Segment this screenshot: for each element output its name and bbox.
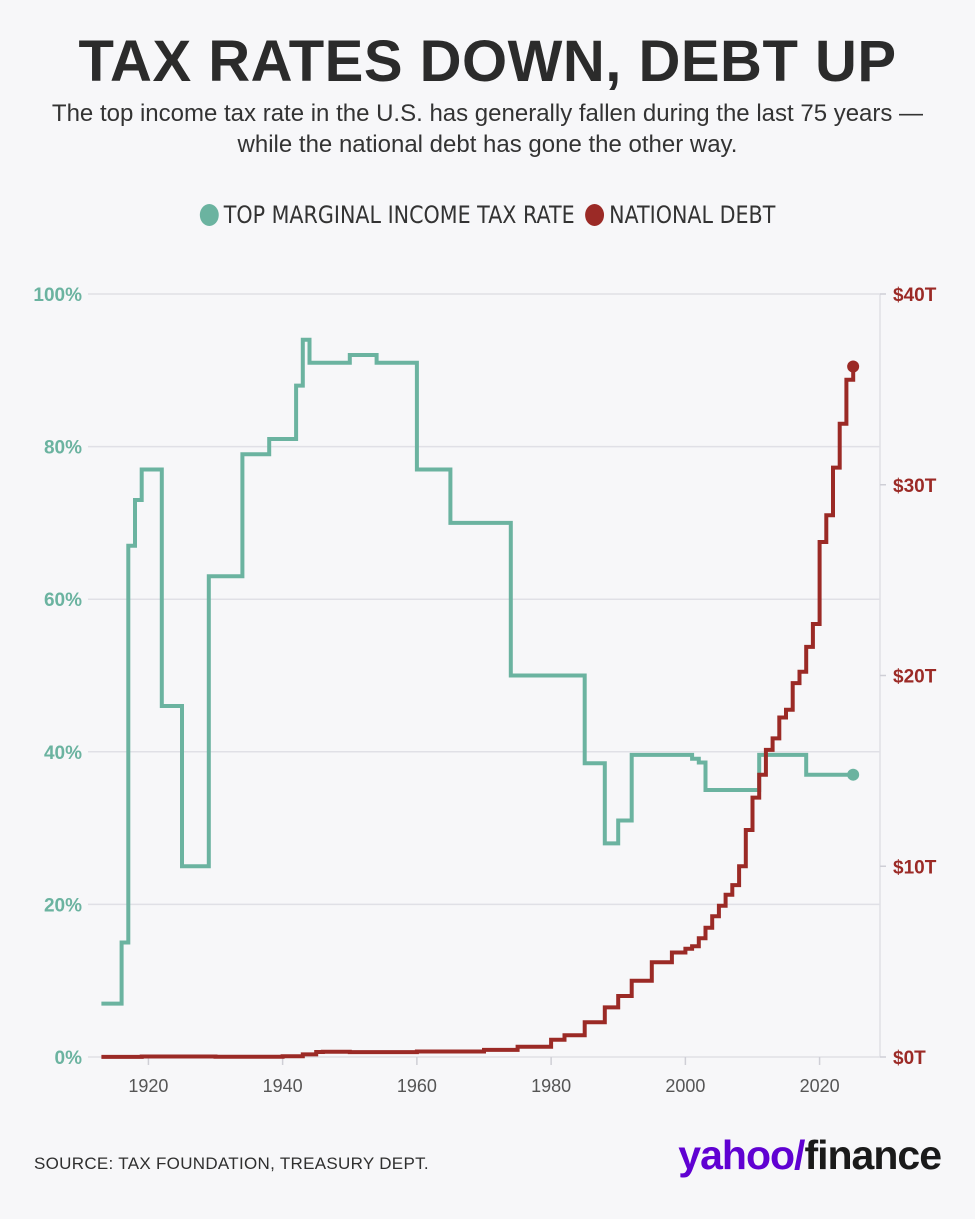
chart-area: 0% 20% 40% 60% 80% 100% $0T $10T $20T $30T $40T 192… xyxy=(33,285,937,1096)
tax-rate-end-point xyxy=(847,768,860,781)
right-axis-tick-label: $40T xyxy=(893,285,937,306)
chart-title: TAX RATES DOWN, DEBT UP xyxy=(78,29,897,94)
left-axis-tick-label: 80% xyxy=(44,438,82,459)
logo-slash: / xyxy=(794,1132,805,1178)
right-axis-tick-label: $0T xyxy=(893,1048,926,1069)
right-axis-tick-label: $20T xyxy=(893,667,937,688)
national-debt-legend-dot xyxy=(585,204,604,226)
left-axis-tick-label: 0% xyxy=(55,1048,83,1069)
x-axis-tick-label: 2000 xyxy=(665,1076,705,1096)
left-axis-tick-label: 20% xyxy=(44,895,82,916)
tax-rate-legend-dot xyxy=(199,204,219,226)
left-axis-tick-label: 40% xyxy=(44,743,82,764)
legend-item-national-debt: NATIONAL DEBT xyxy=(585,201,775,229)
x-axis-tick-label: 1920 xyxy=(128,1076,168,1096)
chart-subtitle: The top income tax rate in the U.S. has … xyxy=(51,100,924,158)
logo-finance-text: finance xyxy=(804,1132,942,1178)
national-debt-legend-label: NATIONAL DEBT xyxy=(609,201,776,229)
x-axis-tick-label: 2020 xyxy=(800,1076,840,1096)
yahoo-finance-logo: yahoo/finance xyxy=(678,1132,942,1179)
x-axis-tick-label: 1940 xyxy=(263,1076,303,1096)
tax-rate-legend-label: TOP MARGINAL INCOME TAX RATE xyxy=(223,201,575,229)
source-note: SOURCE: TAX FOUNDATION, TREASURY DEPT. xyxy=(34,1154,429,1173)
national-debt-end-point xyxy=(847,360,860,373)
right-axis-tick-label: $10T xyxy=(893,857,937,878)
national-debt-line xyxy=(101,366,856,1059)
left-axis-tick-label: 100% xyxy=(33,285,82,306)
logo-yahoo-text: yahoo xyxy=(678,1132,795,1178)
left-axis-tick-label: 60% xyxy=(44,590,82,611)
right-axis-tick-label: $30T xyxy=(893,476,937,497)
tax-rate-line xyxy=(101,337,854,1006)
legend: TOP MARGINAL INCOME TAX RATE NATIONAL DE… xyxy=(68,201,907,229)
legend-item-tax-rate: TOP MARGINAL INCOME TAX RATE xyxy=(199,201,575,229)
x-axis-tick-label: 1980 xyxy=(531,1076,571,1096)
x-axis-tick-label: 1960 xyxy=(397,1076,437,1096)
